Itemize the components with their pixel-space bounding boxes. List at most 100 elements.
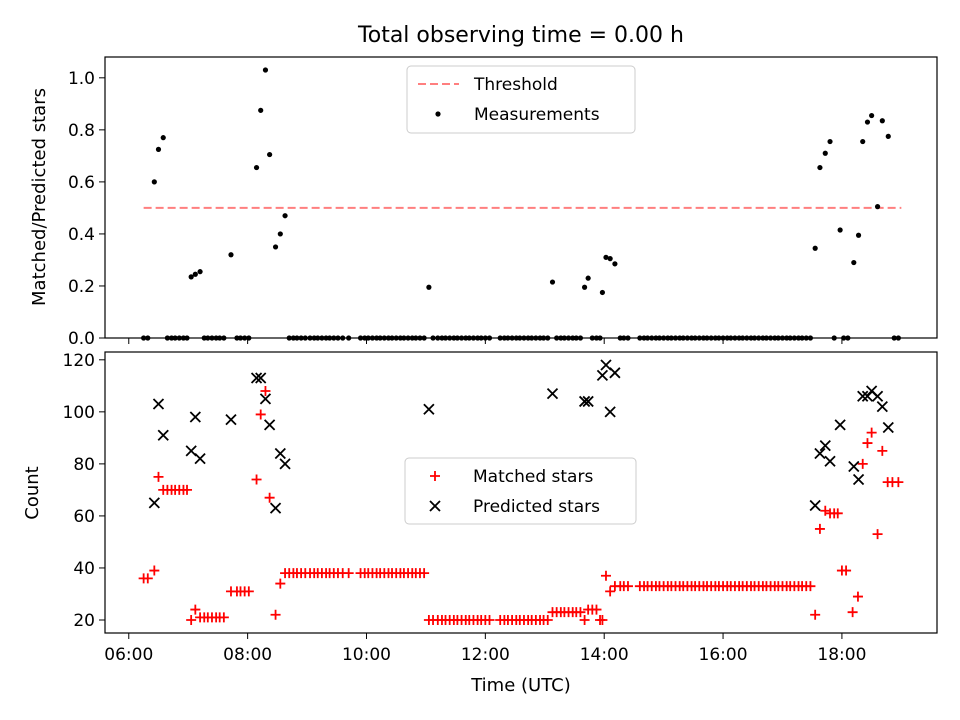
measurement-point [787,335,793,341]
measurement-point [549,279,556,285]
measurement-point [649,335,655,341]
predicted-stars-point [876,401,888,413]
top-y-tick-label: 0.6 [68,173,95,193]
legend-predicted-swatch [429,500,441,512]
predicted-stars-point [259,393,272,405]
measurement-point [205,335,211,341]
matched-stars-point [218,612,229,623]
matched-stars-point [182,484,193,495]
measurement-point [454,335,461,341]
measurement-point [517,335,523,341]
matched-stars-point [810,609,821,620]
predicted-stars-point [600,359,612,371]
measurement-point [470,335,477,341]
measurement-point [237,335,244,341]
predicted-stars-point [274,447,286,460]
measurement-point [282,213,288,219]
measurement-point [409,335,415,341]
measurement-point [164,335,170,341]
predicted-stars-point [152,398,165,410]
measurement-point [228,252,234,258]
measurement-point [277,231,283,237]
measurement-point [756,335,762,341]
legend-box [406,65,636,134]
matched-stars-point [142,573,153,584]
measurement-point [466,335,472,341]
measurement-point [558,335,564,341]
predicted-stars-point [185,445,197,457]
matched-stars-point [832,508,843,519]
measurement-point [895,335,901,341]
predicted-stars-point [225,414,237,426]
measurement-point [221,335,227,341]
measurement-point [831,335,837,341]
predicted-stars-point [194,453,206,465]
measurement-point [160,135,166,141]
measurement-point [435,335,441,341]
measurement-point [331,335,337,341]
measurement-point [145,335,151,341]
measurement-point [540,335,547,341]
measurement-point [696,335,702,341]
measurement-point [864,119,871,125]
predicted-stars-point [546,387,559,400]
measurement-point [176,335,182,341]
predicted-stars-point [857,390,869,402]
predicted-stars-point [250,372,263,384]
measurement-point [874,204,881,210]
measurement-point [267,151,273,158]
predicted-stars-series [148,359,894,514]
matched-stars-series [138,386,904,625]
measurement-point [397,335,403,341]
measurement-point [298,335,304,341]
measurement-point [617,335,623,341]
matched-stars-point [597,614,608,625]
predicted-stars-point [582,395,594,408]
measurement-point [151,179,157,185]
measurement-point [837,227,843,233]
measurement-point [625,335,631,341]
matched-stars-point [275,578,286,589]
measurement-point [478,335,484,341]
measurement-point [760,335,766,341]
measurement-point [732,335,738,341]
measurement-point [294,335,300,341]
measurement-point [577,335,584,341]
matched-stars-point [862,438,873,449]
measurement-point [209,335,215,341]
measurement-point [869,112,875,119]
matched-stars-point [847,607,858,618]
measurement-point [827,138,833,145]
measurement-point [385,335,392,341]
measurement-point [389,335,395,341]
matched-stars-point [153,471,164,482]
legend-measurements-swatch [435,111,441,117]
measurement-point [365,335,371,341]
legend-matched-label: Matched stars [473,467,593,487]
x-tick-label: 12:00 [461,645,510,665]
measurement-point [704,335,710,341]
measurement-point [599,289,606,296]
measurement-point [784,335,790,341]
top-y-tick-label: 1.0 [68,69,95,89]
measurement-point [565,335,572,341]
predicted-stars-point [824,455,836,467]
matched-stars-point [149,565,160,576]
measurement-point [851,259,857,266]
measurement-point [585,275,591,281]
measurement-point [442,335,449,341]
x-axis-label: Time (UTC) [470,675,571,696]
measurement-point [509,335,515,341]
measurement-point [430,335,436,341]
matched-stars-point [419,568,430,579]
measurement-point [197,269,203,275]
predicted-stars-point [279,458,291,470]
measurement-point [529,335,535,341]
figure-title: Total observing time = 0.00 h [357,23,684,48]
measurement-point [192,271,198,277]
measurement-point [217,335,223,341]
top-y-tick-label: 0.2 [68,277,95,297]
measurement-point [401,335,407,341]
y-axis-label-top: Matched/Predicted stars [29,88,50,306]
measurement-point [141,335,147,341]
